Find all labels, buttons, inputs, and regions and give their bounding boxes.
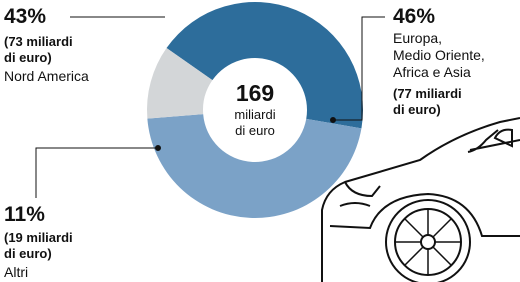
- amount-label: (19 miliardi di euro): [4, 230, 73, 261]
- value-label: 43%: [4, 4, 46, 29]
- infographic: 43% (73 miliardi di euro) Nord America 4…: [0, 0, 520, 282]
- value-label: 46%: [393, 4, 435, 29]
- category-label: Europa, Medio Oriente, Africa e Asia: [393, 30, 485, 80]
- center-label: miliardi di euro: [215, 107, 295, 140]
- category-label: Nord America: [4, 68, 89, 85]
- amount-label: (77 miliardi di euro): [393, 86, 462, 117]
- category-label: Altri: [4, 264, 28, 281]
- center-value: 169: [215, 80, 295, 108]
- amount-label: (73 miliardi di euro): [4, 34, 73, 65]
- value-label: 11%: [4, 202, 45, 227]
